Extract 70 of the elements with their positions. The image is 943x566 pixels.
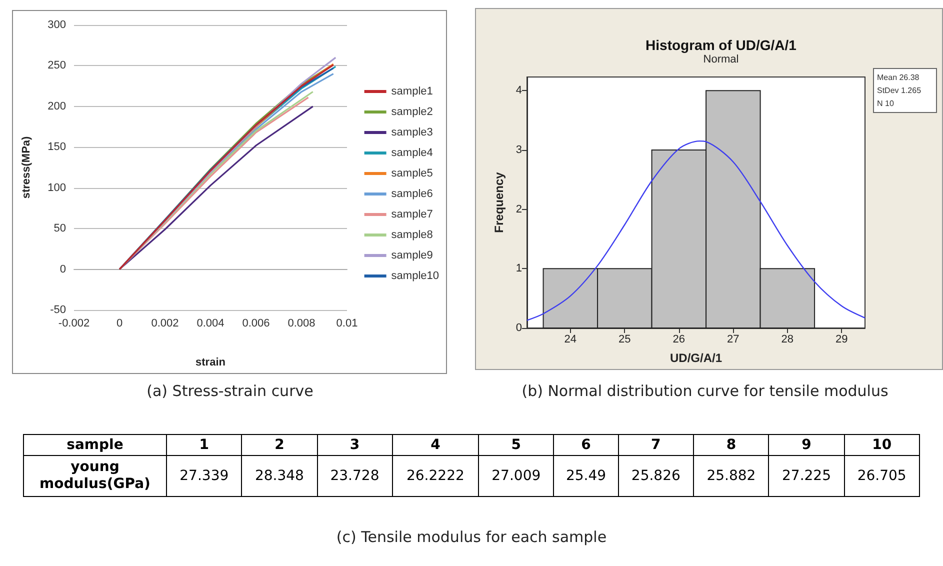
y-tick-label: 2 bbox=[516, 203, 522, 216]
chart-subtitle: Normal bbox=[703, 54, 739, 66]
x-tick-label: 0.01 bbox=[336, 318, 358, 330]
y-tick-label: 300 bbox=[48, 19, 66, 31]
y-tick-label: -50 bbox=[50, 304, 66, 316]
x-axis-title: UD/G/A/1 bbox=[670, 351, 722, 365]
data-label: 27.339 bbox=[166, 456, 242, 496]
text: (b) Normal distribution curve for tensile modulus bbox=[520, 382, 890, 400]
text: (a) Stress-strain curve bbox=[146, 382, 314, 400]
x-tick-label: 27 bbox=[727, 334, 740, 346]
chart-title: Histogram of UD/G/A/1 bbox=[646, 37, 797, 53]
category-label: 3 bbox=[317, 434, 392, 456]
x-tick-label: -0.002 bbox=[58, 318, 90, 330]
x-tick-label: 0.004 bbox=[196, 318, 224, 330]
category-label: 5 bbox=[478, 434, 554, 456]
x-axis-title: strain bbox=[196, 356, 226, 368]
data-label: 27.009 bbox=[478, 456, 554, 496]
legend-label: sample5 bbox=[391, 168, 433, 180]
data-label: 23.728 bbox=[317, 456, 392, 496]
legend-label: sample6 bbox=[391, 188, 433, 200]
data-label: 27.225 bbox=[768, 456, 844, 496]
y-tick-label: 0 bbox=[60, 263, 66, 276]
y-axis-title: Frequency bbox=[492, 172, 506, 233]
category-label: 1 bbox=[166, 434, 242, 456]
text: N 10 bbox=[877, 98, 895, 110]
data-label: 26.2222 bbox=[392, 456, 478, 496]
y-tick-label: 1 bbox=[516, 262, 522, 275]
category-label: 10 bbox=[844, 434, 920, 456]
legend-label: sample4 bbox=[391, 147, 433, 159]
line-series bbox=[526, 140, 866, 321]
y-tick-label: 200 bbox=[48, 100, 66, 112]
x-tick-label: 0 bbox=[116, 318, 123, 330]
legend-label: sample8 bbox=[391, 229, 433, 241]
text: StDev 1.265 bbox=[877, 85, 922, 97]
x-tick-label: 0.008 bbox=[288, 318, 316, 330]
category-label: 8 bbox=[694, 434, 769, 456]
category-label: 9 bbox=[768, 434, 844, 456]
x-tick-label: 28 bbox=[781, 334, 794, 346]
y-tick-label: 150 bbox=[48, 141, 66, 154]
data-label: 25.49 bbox=[554, 456, 618, 496]
y-tick-label: 50 bbox=[54, 222, 66, 235]
data-label: 28.348 bbox=[242, 456, 318, 496]
category-label: 6 bbox=[554, 434, 618, 456]
x-tick-label: 29 bbox=[836, 334, 848, 346]
y-tick-label: 100 bbox=[48, 182, 66, 194]
legend-label: sample2 bbox=[391, 106, 433, 118]
text: Mean 26.38 bbox=[877, 72, 920, 84]
data-label: 26.705 bbox=[844, 456, 920, 496]
x-tick-label: 0.002 bbox=[151, 318, 179, 330]
data-label: 25.882 bbox=[694, 456, 769, 496]
x-tick-label: 26 bbox=[672, 334, 686, 346]
x-tick-label: 25 bbox=[618, 334, 631, 346]
text: sample bbox=[24, 434, 166, 456]
text: (c) Tensile modulus for each sample bbox=[335, 528, 608, 546]
category-label: 2 bbox=[242, 434, 318, 456]
text: young modulus(GPa) bbox=[24, 456, 166, 496]
x-tick-label: 24 bbox=[564, 334, 577, 346]
data-label: 25.826 bbox=[618, 456, 694, 496]
y-tick-label: 250 bbox=[48, 60, 66, 72]
y-tick-label: 3 bbox=[516, 144, 522, 156]
legend-label: sample9 bbox=[391, 250, 433, 262]
legend-label: sample1 bbox=[391, 86, 433, 98]
legend-label: sample7 bbox=[391, 208, 433, 220]
legend-label: sample3 bbox=[391, 126, 433, 138]
category-label: 4 bbox=[392, 434, 478, 456]
y-axis-title: stress(MPa) bbox=[20, 136, 32, 199]
y-tick-label: 4 bbox=[516, 84, 522, 97]
legend-label: sample10 bbox=[391, 270, 440, 282]
x-tick-label: 0.006 bbox=[242, 318, 270, 330]
category-label: 7 bbox=[618, 434, 694, 456]
